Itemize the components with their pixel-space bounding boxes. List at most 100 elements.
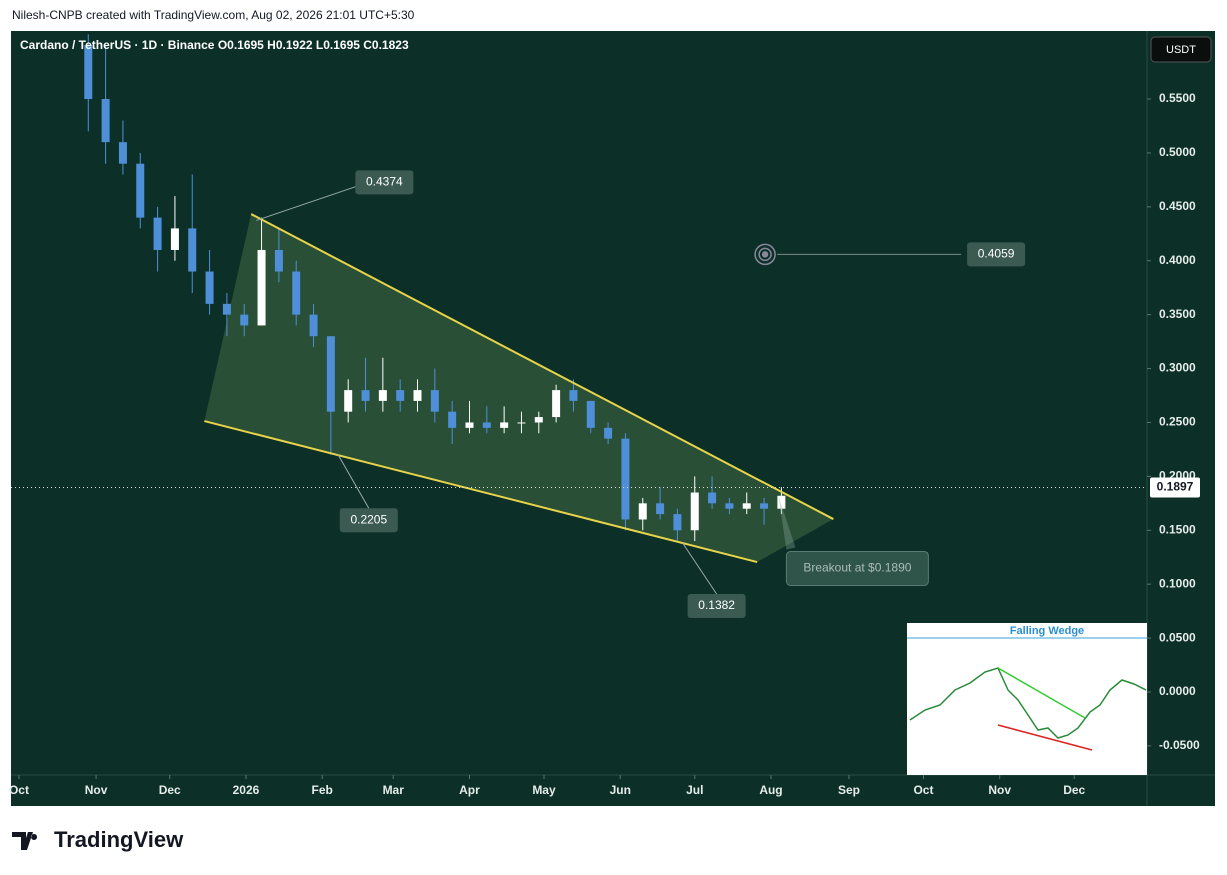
brand: TradingView bbox=[54, 827, 184, 852]
x-tick-label: Sep bbox=[838, 783, 860, 797]
x-tick-label: Dec bbox=[159, 783, 181, 797]
candle-body bbox=[760, 503, 769, 509]
header: Nilesh-CNPB created with TradingView.com… bbox=[12, 8, 415, 22]
last-price-label: 0.1897 bbox=[1157, 480, 1194, 494]
y-tick-label: 0.0500 bbox=[1159, 630, 1196, 644]
annotation-pointer bbox=[337, 454, 370, 509]
candle-body bbox=[170, 228, 179, 250]
candle-body bbox=[448, 411, 457, 428]
x-tick-label: Jul bbox=[686, 783, 703, 797]
y-tick-label: 0.4000 bbox=[1159, 253, 1196, 267]
symbol-title: Cardano / TetherUS · 1D · Binance O0.169… bbox=[20, 38, 409, 52]
candle-body bbox=[205, 271, 214, 304]
candle-body bbox=[500, 422, 509, 428]
y-tick-label: 0.1000 bbox=[1159, 576, 1196, 590]
trendline bbox=[250, 213, 834, 520]
candle-body bbox=[118, 142, 127, 164]
target-label: 0.4059 bbox=[978, 247, 1015, 261]
candle-body bbox=[240, 314, 249, 326]
y-tick-label: 0.5000 bbox=[1159, 145, 1196, 159]
candle-body bbox=[326, 336, 335, 412]
y-tick-label: 0.4500 bbox=[1159, 199, 1196, 213]
y-tick-label: 0.1500 bbox=[1159, 522, 1196, 536]
candle-body bbox=[136, 163, 145, 218]
annotation-box bbox=[687, 593, 746, 618]
y-tick-label: 0.3000 bbox=[1159, 361, 1196, 375]
candle-body bbox=[604, 427, 613, 439]
x-tick-label: 2026 bbox=[233, 783, 260, 797]
currency: USDT bbox=[1166, 44, 1196, 56]
candle-body bbox=[742, 503, 751, 509]
inset-bg bbox=[907, 623, 1147, 775]
annotation-box bbox=[355, 170, 414, 195]
candle-body bbox=[361, 390, 370, 401]
x-tick-label: Oct bbox=[9, 783, 29, 797]
breakout-arrow bbox=[778, 495, 796, 550]
candle-body bbox=[569, 390, 578, 401]
candle-body bbox=[344, 390, 353, 412]
y-tick-label: 0.0000 bbox=[1159, 684, 1196, 698]
last-price-box bbox=[1150, 477, 1200, 498]
candle-body bbox=[84, 45, 93, 100]
candle-body bbox=[274, 249, 283, 272]
plot: 0.5500 0.5000 0.4500 0.4000 0.3500 0.3000 0.25… bbox=[9, 34, 1200, 797]
target-ring bbox=[758, 247, 772, 262]
x-tick-label: Dec bbox=[1063, 783, 1085, 797]
candle-body bbox=[465, 422, 474, 428]
candle-body bbox=[708, 492, 717, 504]
target-ring bbox=[754, 243, 776, 266]
currency-box[interactable] bbox=[1150, 36, 1212, 63]
inset-title: Falling Wedge bbox=[1010, 625, 1084, 637]
candle-body bbox=[552, 390, 561, 418]
annotation-pointer bbox=[256, 185, 357, 221]
candle-body bbox=[257, 249, 266, 326]
y-tick-label: 0.2500 bbox=[1159, 415, 1196, 429]
candle-body bbox=[378, 390, 387, 401]
candle-body bbox=[725, 503, 734, 509]
candle-body bbox=[413, 390, 422, 401]
y-tick-label: 0.5500 bbox=[1159, 91, 1196, 105]
candle-body bbox=[101, 99, 110, 143]
candle-body bbox=[396, 390, 405, 401]
target-box bbox=[967, 242, 1026, 267]
candle-body bbox=[673, 514, 682, 531]
x-tick-label: May bbox=[532, 783, 556, 797]
candle-body bbox=[621, 438, 630, 520]
candle-body bbox=[517, 422, 526, 424]
inset-lower bbox=[997, 724, 1093, 751]
candle-body bbox=[292, 271, 301, 315]
annotation-box bbox=[339, 508, 398, 533]
x-tick-label: Aug bbox=[759, 783, 782, 797]
annotation-pointer bbox=[682, 542, 718, 595]
x-tick-label: Mar bbox=[383, 783, 405, 797]
y-tick-label: 0.3500 bbox=[1159, 307, 1196, 321]
candle-body bbox=[309, 314, 318, 337]
candle-body bbox=[153, 217, 162, 250]
trendline bbox=[204, 420, 758, 564]
wedge-fill bbox=[204, 214, 834, 563]
inset: Falling Wedge bbox=[907, 623, 1147, 775]
x-tick-label: Nov bbox=[85, 783, 108, 797]
x-tick-label: Feb bbox=[312, 783, 333, 797]
x-tick-label: Oct bbox=[913, 783, 933, 797]
candle-body bbox=[586, 400, 595, 428]
candle-body bbox=[222, 303, 231, 315]
breakout-label: Breakout at $0.1890 bbox=[803, 561, 911, 575]
annotation-label: 0.2205 bbox=[350, 512, 387, 526]
brand-logo: TradingView bbox=[12, 827, 184, 852]
inset-upper bbox=[997, 667, 1086, 719]
candle-body bbox=[430, 390, 439, 412]
candle-body bbox=[777, 495, 786, 509]
annotation-label: 0.4374 bbox=[366, 175, 403, 189]
candle-body bbox=[656, 503, 665, 515]
x-tick-label: Nov bbox=[988, 783, 1011, 797]
annotation-label: 0.1382 bbox=[698, 598, 735, 612]
y-tick-label: -0.0500 bbox=[1159, 738, 1200, 752]
x-tick-label: Apr bbox=[459, 783, 480, 797]
x-tick-label: Jun bbox=[610, 783, 631, 797]
breakout-box bbox=[785, 550, 929, 586]
candle-body bbox=[534, 417, 543, 423]
logo-mark bbox=[12, 832, 38, 850]
target-ring bbox=[761, 251, 769, 258]
